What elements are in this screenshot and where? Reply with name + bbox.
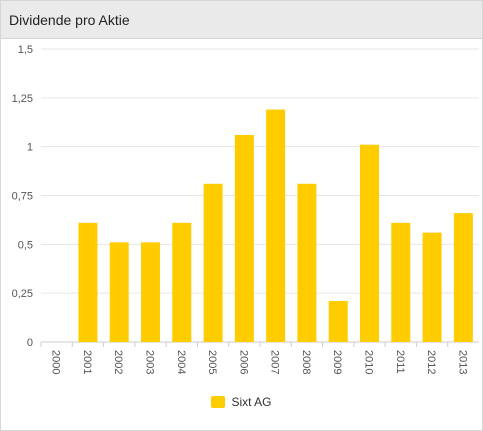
- bar-2010[interactable]: [360, 144, 379, 342]
- x-tick-label: 2011: [394, 350, 406, 374]
- bar-2013[interactable]: [453, 213, 473, 342]
- y-tick-label: 0,75: [12, 191, 33, 203]
- legend-swatch: [211, 396, 226, 408]
- x-tick-label: 2005: [206, 350, 218, 374]
- x-tick-label: 2007: [269, 350, 281, 374]
- x-tick-label: 2004: [175, 350, 187, 374]
- x-tick-label: 2003: [144, 350, 156, 374]
- bar-2007[interactable]: [266, 109, 286, 342]
- y-tick-label: 1: [27, 142, 33, 154]
- y-tick-label: 1,25: [12, 93, 33, 105]
- x-tick-label: 2000: [50, 350, 62, 374]
- y-tick-label: 0: [27, 337, 33, 349]
- y-tick-label: 0,25: [12, 288, 33, 300]
- y-tick-label: 1,5: [18, 44, 33, 56]
- bar-2011[interactable]: [391, 222, 411, 342]
- bar-2003[interactable]: [141, 242, 160, 342]
- dividend-bar-chart: 0 0,25 0,5 0,75 1 1,25 1,5 2000 2001 2002 2003 2004…: [12, 44, 479, 374]
- x-tick-label: 2013: [456, 350, 468, 374]
- x-tick-label: 2010: [363, 350, 375, 374]
- x-tick-label: 2009: [331, 350, 343, 374]
- bar-2009[interactable]: [328, 300, 348, 342]
- y-tick-label: 0,5: [18, 239, 33, 251]
- x-tick-label: 2001: [81, 350, 93, 374]
- x-tick-label: 2012: [425, 350, 437, 374]
- x-tick-label: 2008: [300, 350, 312, 374]
- chart-legend[interactable]: Sixt AG: [1, 395, 482, 409]
- chart-title: Dividende pro Aktie: [9, 11, 130, 28]
- bar-2001[interactable]: [78, 222, 98, 342]
- bar-2002[interactable]: [109, 242, 129, 342]
- bar-2008[interactable]: [297, 183, 317, 342]
- bar-2005[interactable]: [203, 183, 223, 342]
- x-tick-label: 2006: [237, 350, 249, 374]
- legend-label: Sixt AG: [231, 395, 272, 409]
- bar-2004[interactable]: [172, 222, 192, 342]
- x-tick-label: 2002: [112, 350, 124, 374]
- widget-header: Dividende pro Aktie: [1, 1, 482, 39]
- bar-2012[interactable]: [422, 232, 442, 342]
- bar-2006[interactable]: [234, 134, 254, 342]
